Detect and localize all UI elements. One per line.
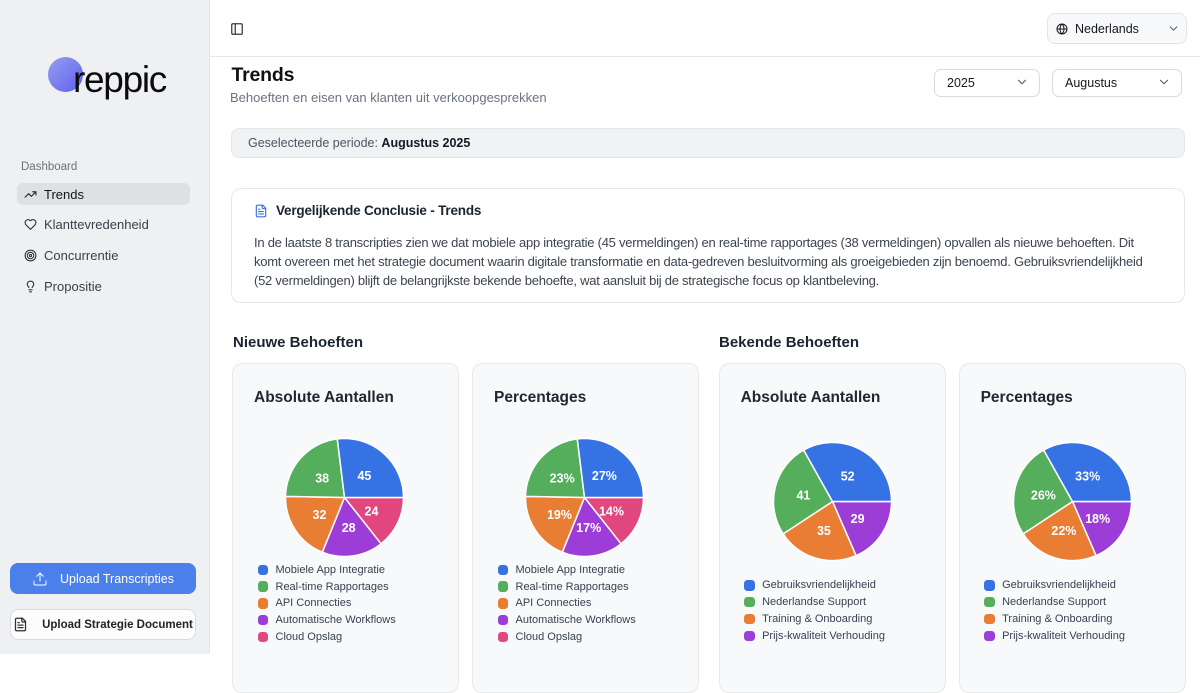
svg-text:23%: 23% bbox=[549, 471, 574, 485]
svg-text:28: 28 bbox=[341, 521, 355, 535]
svg-text:14%: 14% bbox=[598, 505, 623, 519]
svg-text:32: 32 bbox=[312, 508, 326, 522]
svg-text:17%: 17% bbox=[576, 521, 601, 535]
svg-text:22%: 22% bbox=[1051, 524, 1076, 538]
svg-text:35: 35 bbox=[817, 524, 831, 538]
svg-text:18%: 18% bbox=[1085, 511, 1110, 525]
svg-text:38: 38 bbox=[315, 471, 329, 485]
svg-text:41: 41 bbox=[796, 488, 810, 502]
svg-text:52: 52 bbox=[840, 469, 854, 483]
svg-text:19%: 19% bbox=[546, 508, 571, 522]
svg-text:29: 29 bbox=[850, 511, 864, 525]
svg-text:24: 24 bbox=[364, 505, 378, 519]
svg-text:27%: 27% bbox=[591, 469, 616, 483]
svg-text:26%: 26% bbox=[1030, 488, 1055, 502]
svg-text:33%: 33% bbox=[1075, 469, 1100, 483]
svg-text:45: 45 bbox=[357, 469, 371, 483]
